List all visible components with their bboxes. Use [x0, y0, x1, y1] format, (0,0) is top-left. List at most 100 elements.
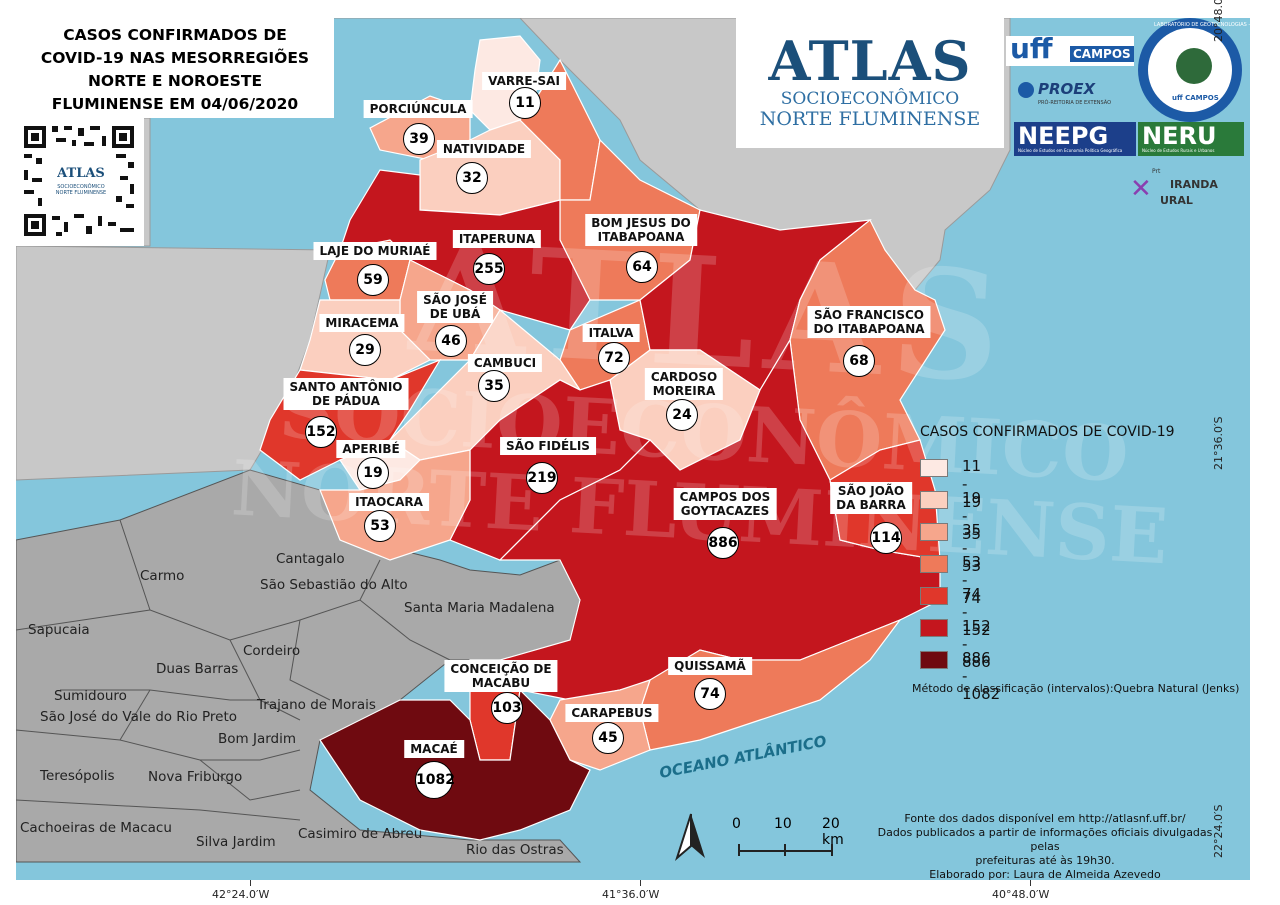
label-laje-do-muriae: LAJE DO MURIAÉ — [313, 242, 437, 260]
atlas-logo: ATLAS SOCIOECONÔMICO NORTE FLUMINENSE — [736, 18, 1004, 148]
label-porciuncula: PORCIÚNCULA — [363, 100, 473, 118]
coord-right-2: 21°36.0′S — [1212, 416, 1225, 470]
neighbor-borders — [16, 519, 471, 821]
label-carapebus: CARAPEBUS — [565, 704, 659, 722]
label-sao-joao-da-barra: SÃO JOÃO DA BARRA — [830, 482, 912, 514]
ciranda-icon: ✕ — [1130, 174, 1152, 204]
label-sao-fidelis: SÃO FIDÉLIS — [500, 437, 596, 455]
legend-swatch — [920, 619, 948, 637]
legend-label: 11 - 19 — [962, 457, 982, 511]
legend-label: 19 - 35 — [962, 489, 982, 543]
cases-santo-antonio-de-padua: 152 — [305, 416, 337, 448]
legend-label: 886 - 1082 — [962, 649, 1001, 703]
legend-label: 35 - 53 — [962, 521, 982, 575]
label-miracema: MIRACEMA — [319, 314, 405, 332]
neru-logo: NERU Núcleo de Estudos Rurais e Urbanos — [1138, 122, 1244, 156]
qr-atlas-caption: ATLAS — [57, 166, 105, 181]
label-bom-jesus-do-itabapoana: BOM JESUS DO ITABAPOANA — [585, 214, 697, 246]
cases-cambuci: 35 — [478, 370, 510, 402]
cases-italva: 72 — [598, 342, 630, 374]
label-italva: ITALVA — [582, 324, 640, 342]
neighbor-label: Sumidouro — [54, 688, 127, 704]
legend-label: 53 - 74 — [962, 553, 982, 607]
north-arrow-icon — [674, 813, 705, 862]
data-sources: Fonte dos dados disponível em http://atl… — [877, 812, 1213, 881]
coord-right-1: 20°48.0′S — [1212, 0, 1225, 42]
legend-label: 74 - 152 — [962, 585, 991, 639]
ciranda-rural-logo: ✕ Prt IRANDA URAL — [1130, 168, 1218, 207]
cases-itaperuna: 255 — [473, 253, 505, 285]
qr-code[interactable]: ATLAS SOCIOECONÔMICO NORTE FLUMINENSE — [16, 118, 144, 246]
neighbor-label: Sapucaia — [28, 622, 90, 638]
label-cardoso-moreira: CARDOSO MOREIRA — [644, 368, 724, 400]
cases-sao-joao-da-barra: 114 — [870, 522, 902, 554]
coord-bottom-2: 41°36.0′W — [602, 888, 660, 901]
neighbor-label: Duas Barras — [156, 661, 239, 677]
cases-itaocara: 53 — [364, 510, 396, 542]
cases-campos-dos-goytacazes: 886 — [707, 527, 739, 559]
coord-right-3: 22°24.0′S — [1212, 804, 1225, 858]
neighbor-label: Cordeiro — [243, 643, 301, 659]
cases-laje-do-muriae: 59 — [357, 264, 389, 296]
neighbor-label: Trajano de Morais — [257, 697, 376, 713]
neepg-logo: NEEPG Núcleo de Estudos em Economia Polí… — [1014, 122, 1136, 156]
cases-porciuncula: 39 — [403, 123, 435, 155]
cases-macae: 1082 — [415, 761, 455, 799]
poly-macae — [319, 688, 591, 841]
cases-cardoso-moreira: 24 — [666, 399, 698, 431]
label-conceicao-de-macabu: CONCEIÇÃO DE MACABU — [444, 660, 558, 692]
legend-method: Método de classificação (intervalos):Que… — [912, 682, 1240, 695]
label-cambuci: CAMBUCI — [467, 354, 543, 372]
label-aperibe: APERIBÉ — [336, 440, 406, 458]
label-itaocara: ITAOCARA — [349, 493, 429, 511]
neighbor-label: São Sebastião do Alto — [260, 577, 408, 593]
cases-carapebus: 45 — [592, 722, 624, 754]
legend-swatch — [920, 459, 948, 477]
qr-atlas-subcaption: SOCIOECONÔMICO NORTE FLUMINENSE — [55, 184, 107, 196]
label-sao-jose-de-uba: SÃO JOSÉ DE UBÁ — [417, 291, 493, 323]
label-quissama: QUISSAMÃ — [668, 657, 752, 675]
earth-icon — [1176, 48, 1212, 84]
cases-sao-jose-de-uba: 46 — [435, 325, 467, 357]
qr-code-icon — [16, 118, 144, 246]
map-canvas — [16, 18, 1250, 880]
neighbor-label: Carmo — [140, 568, 185, 584]
legend-swatch — [920, 587, 948, 605]
legend-swatch — [920, 523, 948, 541]
label-sao-francisco-do-itabapoana: SÃO FRANCISCO DO ITABAPOANA — [807, 306, 931, 338]
scale-bar: 0 10 20 km — [728, 816, 848, 860]
coord-bottom-3: 40°48.0′W — [992, 888, 1050, 901]
label-natividade: NATIVIDADE — [436, 140, 532, 158]
cases-quissama: 74 — [694, 678, 726, 710]
neighbor-label: Santa Maria Madalena — [404, 600, 555, 616]
lageot-logo: LABORATÓRIO DE GEOTECNOLOGIAS - LAGEOT u… — [1138, 18, 1272, 122]
scale-label-0: 0 — [732, 816, 741, 832]
legend-swatch — [920, 491, 948, 509]
neighbor-label: Cachoeiras de Macacu — [20, 820, 172, 836]
cases-varre-sai: 11 — [509, 87, 541, 119]
legend-swatch — [920, 555, 948, 573]
map-title: CASOS CONFIRMADOS DE COVID-19 NAS MESORR… — [16, 18, 334, 118]
map-frame: ATLAS SOCIOECONÔMICO NORTE FLUMINENSE — [16, 18, 1250, 880]
cases-conceicao-de-macabu: 103 — [491, 692, 523, 724]
label-santo-antonio-de-padua: SANTO ANTÔNIO DE PÁDUA — [283, 378, 409, 410]
scale-label-10: 10 — [774, 816, 792, 832]
cases-miracema: 29 — [349, 334, 381, 366]
cases-aperibe: 19 — [357, 457, 389, 489]
legend-label: 152 - 886 — [962, 617, 991, 671]
neighbor-label: São José do Vale do Rio Preto — [40, 709, 238, 725]
neighbor-label: Silva Jardim — [196, 834, 276, 850]
label-varre-sai: VARRE-SAI — [482, 72, 566, 90]
label-campos-dos-goytacazes: CAMPOS DOS GOYTACAZES — [673, 488, 777, 520]
neighbor-label: Nova Friburgo — [148, 769, 243, 785]
neighbor-label: Casimiro de Abreu — [298, 826, 423, 842]
neighbor-label: Cantagalo — [276, 551, 345, 567]
cases-sao-fidelis: 219 — [526, 462, 558, 494]
legend-swatch — [920, 651, 948, 669]
institution-logos: uff CAMPOS PROEX PRÓ-REITORIA DE EXTENSÃ… — [1004, 18, 1272, 213]
cases-bom-jesus-do-itabapoana: 64 — [626, 251, 658, 283]
neighbor-label: Bom Jardim — [218, 731, 297, 747]
proex-logo: PROEX PRÓ-REITORIA DE EXTENSÃO — [1016, 80, 1134, 110]
legend-title: CASOS CONFIRMADOS DE COVID-19 — [920, 424, 1175, 440]
uff-campos-logo: uff CAMPOS — [1006, 32, 1134, 66]
